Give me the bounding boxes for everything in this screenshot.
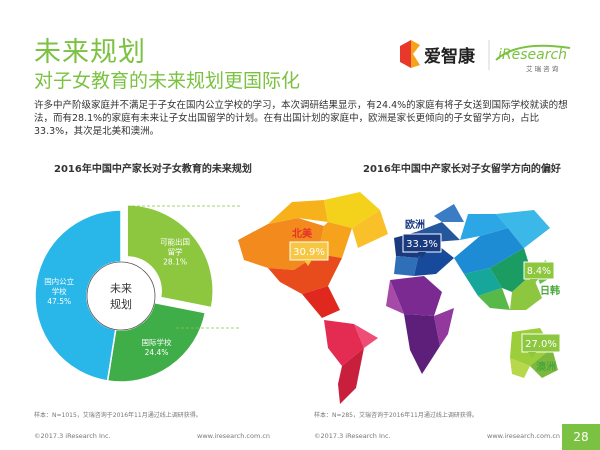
slice-value-label: 47.5% [47,297,71,306]
leader-line [128,205,241,208]
region-value-north-america: 30.9% [293,247,325,258]
world-map: 北美 30.9% 欧洲 33.3% 8.4% 日韩 27.0% 澳洲 [238,192,561,404]
slice-category-label: 留学 [168,247,183,257]
map-label-europe: 欧洲 33.3% [402,218,442,258]
region-name-europe: 欧洲 [405,218,425,231]
footer-url-right: www.iresearch.com.cn [487,432,561,440]
page-number: 28 [562,424,600,450]
pie-chart-title: 2016年中国中产家长对子女教育的未来规划 [54,164,252,175]
region-value-europe: 33.3% [406,239,438,250]
value-box [521,333,561,353]
donut-slice-study-abroad [126,204,214,309]
region-value-japan-korea: 8.4% [527,266,551,277]
brand-logo-icon [400,40,420,68]
map-chart-title: 2016年中国中产家长对子女留学方向的偏好 [363,164,561,175]
slice-category-label: 国际学校 [141,337,171,347]
region-name-australia: 澳洲 [536,360,556,373]
map-asia [454,210,550,310]
slice-category-label: 学校 [52,286,67,296]
donut-center-circle [86,261,156,331]
region-value-australia: 27.0% [525,339,557,350]
map-africa [386,276,454,374]
map-label-japan-korea: 8.4% 日韩 [523,261,560,297]
left-sample-note: 样本：N=1015，艾瑞咨询于2016年11月通过线上调研获得。 [34,412,202,419]
partner-name: iResearch [498,47,567,63]
map-label-australia: 27.0% 澳洲 [521,333,561,373]
footer-url-left: www.iresearch.com.cn [197,432,271,440]
brand-name: 爱智康 [424,46,476,67]
logo: 爱智康 iResearch 艾 瑞 咨 询 [400,40,571,73]
map-label-north-america: 北美 30.9% [289,227,329,266]
iresearch-swoosh-icon [495,44,571,61]
body-text: 许多中产阶级家庭并不满足于子女在国内公立学校的学习，本次调研结果显示，有24.4… [34,100,568,137]
page-subtitle: 对子女教育的未来规划更国际化 [34,70,301,92]
slice-value-label: 28.1% [163,258,187,267]
partner-name-cn: 艾 瑞 咨 询 [526,64,559,73]
donut-center-label-line1: 未来 [110,282,132,295]
region-name-north-america: 北美 [292,227,313,240]
map-south-america [324,320,378,404]
region-name-japan-korea: 日韩 [540,284,560,297]
footer-copyright-right: ©2017.3 iResearch Inc. [314,432,391,440]
slice-category-label: 国内公立 [44,276,74,286]
footer-copyright-left: ©2017.3 iResearch Inc. [34,432,111,440]
right-sample-note: 样本：N=285，艾瑞咨询于2016年11月通过线上调研获得。 [314,412,478,419]
slice-category-label: 可能出国 [160,237,190,247]
slice-value-label: 24.4% [145,348,169,357]
value-box [523,261,555,280]
donut-center-label-line2: 规划 [110,297,132,311]
section-title: 未来规划 [34,37,146,68]
